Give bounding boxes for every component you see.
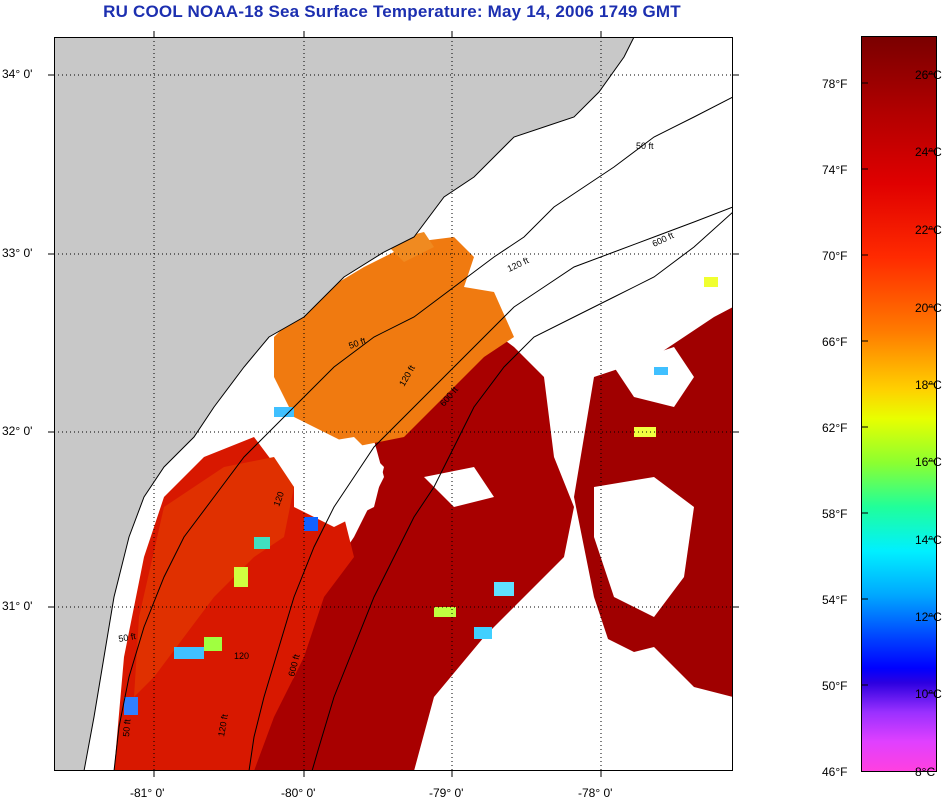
- colorbar-f-label: 74°F: [822, 163, 848, 177]
- sst-orange-region: [274, 237, 514, 447]
- lon-label: -81° 0': [130, 786, 165, 800]
- contour-label: 120: [271, 490, 286, 508]
- contour-label: 50 ft: [118, 631, 137, 644]
- colorbar-c-label: 14°C: [915, 533, 942, 547]
- contour-label: 120 ft: [216, 713, 230, 737]
- land-area: [54, 37, 634, 771]
- map-border: [54, 37, 733, 771]
- colorbar-f-label: 62°F: [822, 421, 848, 435]
- lat-label: 33° 0': [2, 246, 33, 260]
- colorbar-c-label: 22°C: [915, 223, 942, 237]
- colorbar-f-label: 46°F: [822, 765, 848, 779]
- colorbar-c-label: 16°C: [915, 455, 942, 469]
- colorbar-f-label: 78°F: [822, 77, 848, 91]
- colorbar-f-label: 70°F: [822, 249, 848, 263]
- colorbar-f-label: 58°F: [822, 507, 848, 521]
- cloud-patch: [294, 437, 384, 527]
- contour-120ft: [248, 206, 733, 771]
- lon-label: -80° 0': [281, 786, 316, 800]
- colorbar-c-label: 12°C: [915, 610, 942, 624]
- cloud-patch: [614, 347, 694, 407]
- lat-label: 31° 0': [2, 599, 33, 613]
- map-title: RU COOL NOAA-18 Sea Surface Temperature:…: [103, 2, 681, 21]
- contour-600ft: [311, 211, 733, 771]
- lat-label: 34° 0': [2, 67, 33, 81]
- colorbar-f-label: 50°F: [822, 679, 848, 693]
- colorbar-c-label: 26°C: [915, 68, 942, 82]
- contour-label: 50 ft: [636, 141, 654, 151]
- lon-label: -78° 0': [578, 786, 613, 800]
- colorbar: [861, 36, 937, 772]
- sst-red-region-2: [134, 457, 294, 697]
- contour-label: 50 ft: [121, 718, 133, 737]
- colorbar-c-label: 10°C: [915, 687, 942, 701]
- contour-label: 120: [234, 651, 249, 661]
- cool-sst-speckles: [124, 277, 718, 715]
- coastline: [83, 37, 635, 771]
- colorbar-f-label: 54°F: [822, 593, 848, 607]
- colorbar-c-label: 18°C: [915, 378, 942, 392]
- colorbar-c-label: 8°C: [915, 765, 936, 779]
- sst-dark-red-region: [234, 332, 574, 771]
- sst-map: 50 ft 120 ft 600 ft 50 ft 120 ft 600 ft …: [54, 37, 733, 771]
- lat-label: 32° 0': [2, 424, 33, 438]
- cloud-patch: [594, 637, 664, 757]
- colorbar-f-label: 66°F: [822, 335, 848, 349]
- colorbar-c-label: 24°C: [915, 145, 942, 159]
- cloud-patch: [424, 467, 494, 507]
- colorbar-c-label: 20°C: [915, 301, 942, 315]
- cloud-patch: [594, 477, 694, 617]
- lon-label: -79° 0': [429, 786, 464, 800]
